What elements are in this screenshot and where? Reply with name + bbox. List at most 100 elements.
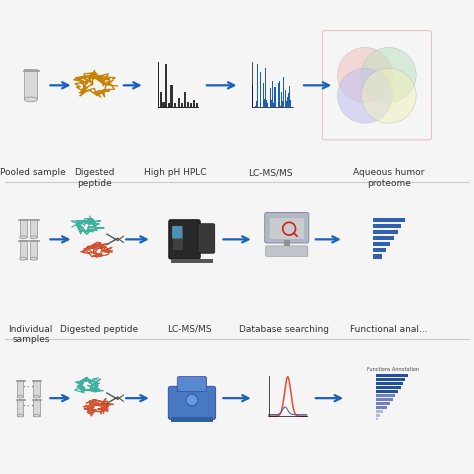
Bar — [160, 92, 162, 107]
Text: Functions Annotation: Functions Annotation — [367, 367, 419, 372]
Bar — [375, 394, 395, 397]
Bar — [17, 399, 23, 416]
Bar — [268, 77, 269, 107]
Bar — [274, 87, 275, 107]
Bar — [23, 70, 39, 71]
Bar — [33, 380, 39, 397]
Ellipse shape — [17, 414, 23, 417]
Text: Individual
samples: Individual samples — [9, 325, 53, 344]
Bar — [373, 248, 386, 253]
Ellipse shape — [33, 395, 39, 398]
Bar — [254, 100, 255, 107]
Bar — [375, 406, 386, 409]
Bar — [273, 247, 300, 251]
Bar — [187, 101, 189, 107]
Bar — [28, 240, 38, 241]
Bar — [263, 83, 264, 107]
Bar — [275, 88, 276, 107]
Ellipse shape — [33, 414, 39, 417]
Ellipse shape — [20, 236, 27, 239]
Bar — [281, 92, 282, 107]
Bar — [375, 382, 403, 385]
Bar — [287, 97, 288, 107]
FancyBboxPatch shape — [264, 212, 309, 243]
Bar — [373, 242, 390, 246]
Bar — [375, 374, 408, 377]
Bar — [272, 81, 273, 107]
Bar — [33, 399, 39, 416]
Bar — [196, 103, 198, 107]
Bar — [173, 230, 183, 250]
Bar — [280, 106, 281, 107]
Bar — [28, 219, 38, 220]
Bar — [30, 219, 37, 237]
Bar — [30, 240, 37, 259]
Bar — [267, 103, 268, 107]
Circle shape — [186, 394, 198, 406]
Bar — [271, 100, 272, 107]
FancyBboxPatch shape — [172, 226, 182, 238]
Bar — [257, 64, 258, 107]
Text: LC-MS/MS: LC-MS/MS — [248, 168, 292, 177]
Bar — [375, 398, 393, 401]
Circle shape — [337, 47, 392, 102]
FancyBboxPatch shape — [265, 246, 308, 256]
Bar — [375, 418, 378, 420]
Bar — [32, 380, 41, 381]
Ellipse shape — [30, 236, 37, 239]
Bar — [284, 90, 285, 107]
Bar — [18, 240, 28, 241]
Bar — [17, 380, 23, 397]
Text: LC-MS/MS: LC-MS/MS — [167, 325, 212, 334]
Bar — [190, 103, 192, 107]
Circle shape — [114, 238, 116, 240]
Bar — [163, 101, 164, 107]
Text: Pooled sample: Pooled sample — [0, 168, 66, 177]
Bar — [279, 81, 280, 107]
Circle shape — [337, 68, 392, 123]
Bar — [252, 85, 253, 107]
FancyBboxPatch shape — [198, 224, 215, 253]
Bar — [19, 219, 27, 237]
Bar — [375, 414, 380, 417]
Circle shape — [114, 397, 116, 399]
Bar — [178, 98, 180, 107]
Bar — [373, 224, 401, 228]
Bar — [193, 100, 195, 107]
FancyBboxPatch shape — [169, 220, 200, 259]
Ellipse shape — [20, 257, 27, 260]
Bar — [375, 386, 401, 389]
Bar — [265, 68, 266, 107]
Bar — [262, 94, 263, 107]
Text: Digested peptide: Digested peptide — [61, 325, 138, 334]
Bar — [375, 390, 398, 393]
Bar — [273, 103, 274, 107]
Bar — [288, 93, 289, 107]
Text: Database searching: Database searching — [239, 325, 329, 334]
Ellipse shape — [30, 257, 37, 260]
Bar — [264, 99, 265, 107]
Bar — [373, 236, 394, 240]
Bar — [286, 101, 287, 107]
Bar — [270, 218, 304, 239]
Bar — [373, 230, 398, 234]
Bar — [283, 77, 284, 107]
Bar — [181, 103, 183, 107]
Bar — [284, 240, 290, 248]
Ellipse shape — [24, 97, 37, 102]
Bar — [375, 402, 391, 405]
Bar — [270, 88, 271, 107]
Bar — [373, 218, 405, 222]
Bar — [171, 259, 213, 263]
Bar — [32, 399, 41, 400]
FancyBboxPatch shape — [177, 376, 207, 392]
Text: Aqueous humor
proteome: Aqueous humor proteome — [353, 168, 424, 188]
Text: High pH HPLC: High pH HPLC — [144, 168, 207, 177]
Bar — [375, 410, 383, 412]
Bar — [168, 103, 170, 107]
Bar — [24, 69, 37, 100]
Bar — [266, 100, 267, 107]
Bar — [18, 219, 28, 220]
FancyBboxPatch shape — [168, 386, 216, 419]
Bar — [256, 101, 257, 107]
